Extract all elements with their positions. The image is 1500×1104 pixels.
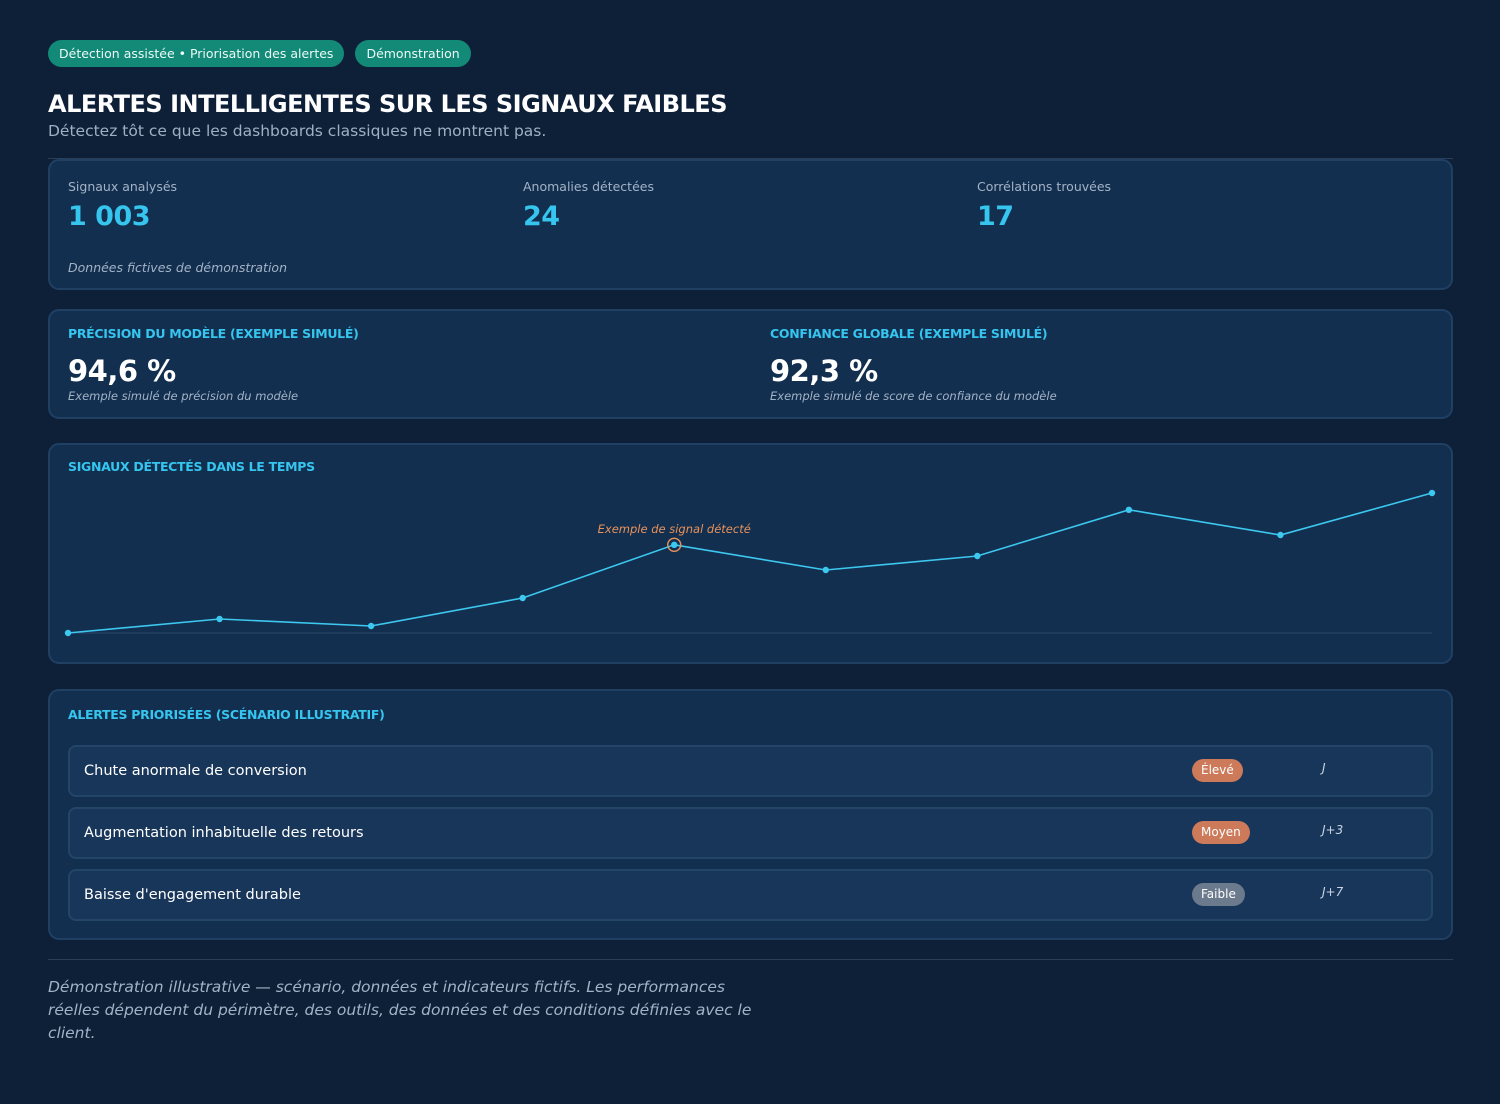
metric-precision: PRÉCISION DU MODÈLE (EXEMPLE SIMULÉ) 94,…	[68, 326, 359, 403]
dashboard: Détection assistée • Priorisation des al…	[48, 40, 1453, 1042]
metrics-card: PRÉCISION DU MODÈLE (EXEMPLE SIMULÉ) 94,…	[48, 309, 1453, 419]
priority-badge: Moyen	[1192, 821, 1250, 844]
alert-row[interactable]: Augmentation inhabituelle des retours Mo…	[68, 807, 1433, 859]
data-point	[216, 615, 223, 623]
alert-row[interactable]: Baisse d'engagement durable Faible J+7	[68, 869, 1433, 921]
chart-annotation: Exemple de signal détecté	[598, 522, 751, 536]
data-point	[64, 629, 72, 637]
kpi-note: Données fictives de démonstration	[68, 260, 288, 275]
kpi-label: Corrélations trouvées	[977, 179, 1112, 194]
alert-title: Chute anormale de conversion	[84, 763, 307, 779]
alerts-card: ALERTES PRIORISÉES (SCÉNARIO ILLUSTRATIF…	[48, 689, 1453, 940]
data-point	[1428, 489, 1436, 497]
chart-title: SIGNAUX DÉTECTÉS DANS LE TEMPS	[68, 459, 315, 474]
metric-note: Exemple simulé de score de confiance du …	[770, 389, 1057, 403]
alert-title: Augmentation inhabituelle des retours	[84, 825, 364, 841]
line-chart: Exemple de signal détecté	[64, 489, 1436, 637]
alert-eta: J	[1322, 761, 1326, 775]
tag-demo: Démonstration	[355, 40, 471, 67]
page-title: ALERTES INTELLIGENTES SUR LES SIGNAUX FA…	[48, 90, 727, 118]
kpi-value: 17	[977, 201, 1014, 232]
metric-note: Exemple simulé de précision du modèle	[68, 389, 299, 403]
page-subtitle: Détectez tôt ce que les dashboards class…	[48, 122, 547, 140]
tag-detection: Détection assistée • Priorisation des al…	[48, 40, 345, 67]
kpi-label: Anomalies détectées	[523, 179, 654, 194]
metric-title: PRÉCISION DU MODÈLE (EXEMPLE SIMULÉ)	[68, 326, 359, 341]
priority-badge: Élevé	[1192, 759, 1243, 782]
metric-title: CONFIANCE GLOBALE (EXEMPLE SIMULÉ)	[770, 326, 1048, 341]
kpi-correlations: Corrélations trouvées 17	[977, 179, 1111, 234]
alert-title: Baisse d'engagement durable	[84, 887, 301, 903]
data-point	[671, 541, 678, 548]
chart-card: SIGNAUX DÉTECTÉS DANS LE TEMPS Exemple d…	[48, 443, 1453, 664]
highlight-marker	[667, 537, 682, 553]
kpi-anomalies: Anomalies détectées 24	[523, 179, 654, 234]
alerts-title: ALERTES PRIORISÉES (SCÉNARIO ILLUSTRATIF…	[68, 707, 385, 722]
data-point	[822, 566, 829, 574]
metric-value: 94,6 %	[68, 354, 176, 388]
kpi-label: Signaux analysés	[68, 179, 178, 194]
alert-eta: J+7	[1322, 885, 1344, 899]
priority-badge: Faible	[1192, 883, 1245, 906]
data-point	[974, 552, 981, 560]
footer-divider	[48, 959, 1453, 960]
alert-row[interactable]: Chute anormale de conversion Élevé J	[68, 745, 1433, 797]
footer-disclaimer: Démonstration illustrative — scénario, d…	[48, 978, 752, 1042]
kpi-card: Signaux analysés 1 003 Anomalies détecté…	[48, 159, 1453, 290]
data-point	[1125, 506, 1133, 513]
header-divider	[48, 158, 1453, 159]
data-point	[519, 594, 526, 602]
data-point	[1277, 531, 1284, 539]
metric-confidence: CONFIANCE GLOBALE (EXEMPLE SIMULÉ) 92,3 …	[770, 326, 1057, 403]
tag-list: Détection assistée • Priorisation des al…	[48, 40, 1453, 67]
kpi-value: 24	[523, 201, 560, 232]
kpi-value: 1 003	[68, 201, 151, 232]
metric-value: 92,3 %	[770, 354, 878, 388]
kpi-signals: Signaux analysés 1 003	[68, 179, 177, 234]
alert-eta: J+3	[1322, 823, 1344, 837]
series-line	[67, 492, 1433, 634]
data-point	[367, 622, 375, 630]
